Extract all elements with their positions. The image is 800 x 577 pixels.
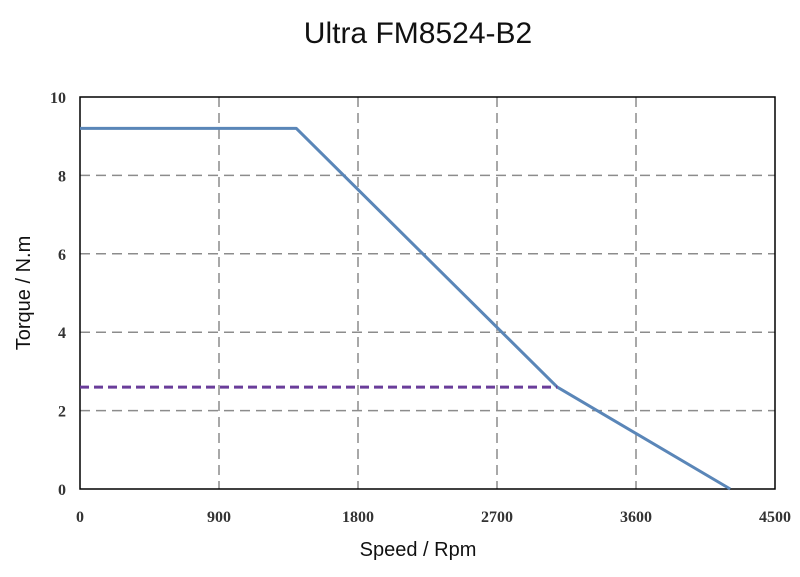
y-tick-label-1: 2 — [58, 404, 66, 421]
y-tick-label-0: 0 — [58, 482, 66, 499]
x-tick-label-0: 0 — [76, 509, 84, 526]
x-tick-label-2: 1800 — [342, 509, 374, 526]
y-tick-labels: 0 2 4 6 8 10 — [50, 90, 66, 499]
solid-series-line-0 — [80, 126, 731, 491]
series-group — [80, 126, 731, 491]
grid — [80, 97, 775, 489]
x-axis-label: Speed / Rpm — [360, 539, 477, 561]
y-tick-label-5: 10 — [50, 90, 66, 107]
chart-title: Ultra FM8524-B2 — [304, 17, 532, 50]
plot-frame — [79, 96, 776, 490]
y-tick-label-3: 6 — [58, 247, 66, 264]
x-tick-label-3: 2700 — [481, 509, 513, 526]
x-tick-label-5: 4500 — [759, 509, 791, 526]
x-tick-label-4: 3600 — [620, 509, 652, 526]
x-tick-label-1: 900 — [207, 509, 231, 526]
x-tick-labels: 0 900 1800 2700 3600 4500 — [76, 509, 791, 526]
y-axis-label: Torque / N.m — [13, 236, 35, 350]
y-tick-label-2: 4 — [58, 325, 66, 342]
y-tick-label-4: 8 — [58, 168, 66, 185]
